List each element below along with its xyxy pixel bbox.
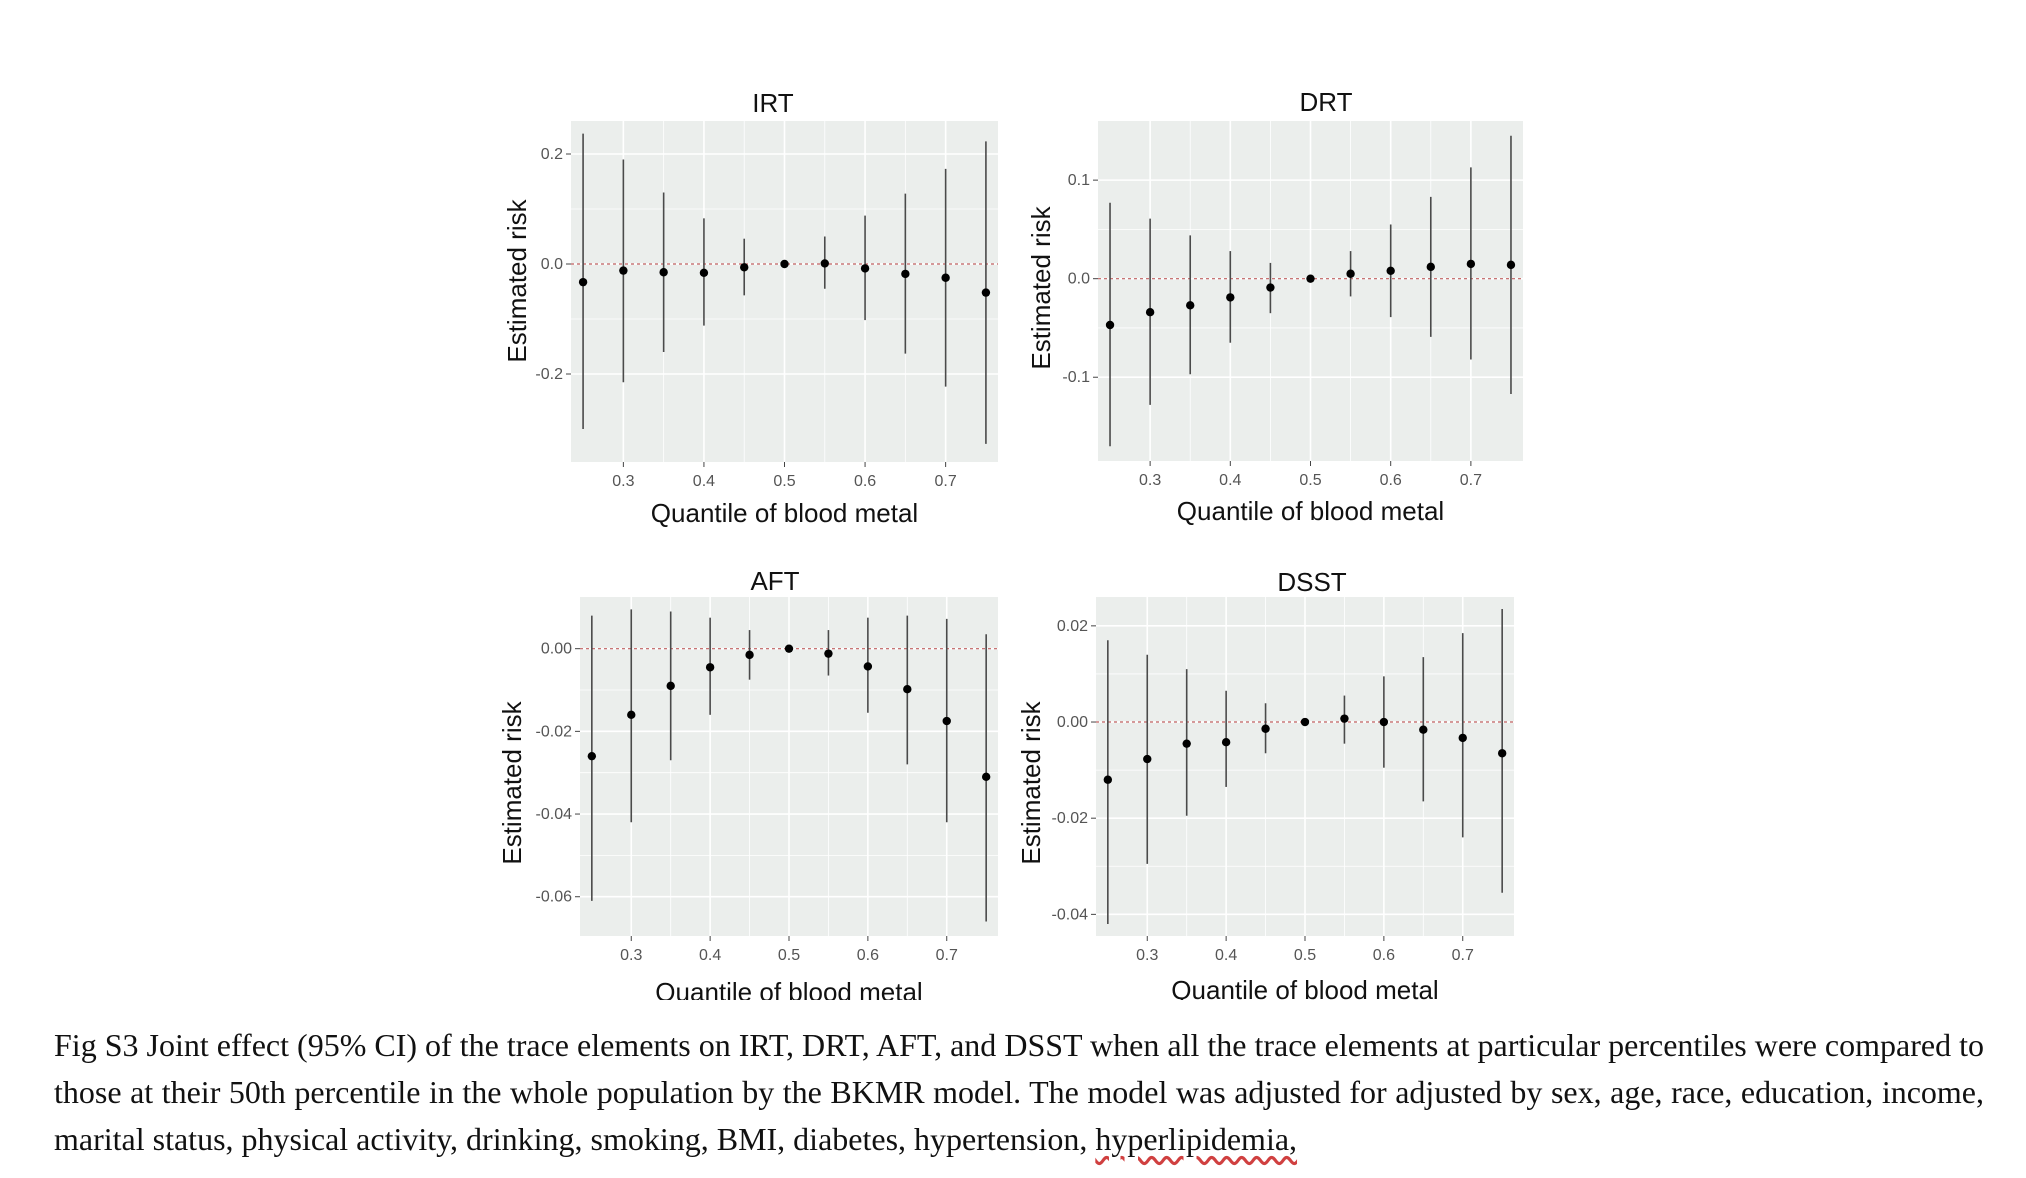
x-tick-label: 0.3 [1139,472,1161,489]
estimate-point [981,772,991,782]
x-tick-label: 0.7 [1452,947,1474,964]
y-axis-title: Estimated risk [497,700,527,864]
y-tick-label: -0.2 [535,366,563,383]
caption-text: Fig S3 Joint effect (95% CI) of the trac… [54,1027,1984,1157]
estimate-point [1105,320,1115,330]
estimate-point [1300,717,1310,727]
estimate-point [1226,293,1235,302]
x-tick-label: 0.6 [1373,947,1395,964]
estimate-point [1386,266,1395,275]
x-tick-label: 0.6 [1380,472,1402,489]
estimate-point [1419,725,1428,734]
x-tick-label: 0.4 [1215,947,1237,964]
y-tick-label: -0.02 [536,723,573,740]
estimate-point [1466,259,1476,269]
x-tick-label: 0.5 [773,473,795,490]
x-axis-title: Quantile of blood metal [1171,975,1438,1000]
estimate-point [666,681,675,691]
estimate-point [1221,738,1231,747]
y-tick-label: 0.00 [1057,714,1088,731]
x-tick-label: 0.3 [612,473,634,490]
x-axis-title: Quantile of blood metal [1177,496,1444,526]
estimate-point [863,662,873,671]
x-tick-label: 0.4 [693,473,715,490]
y-tick-label: 0.02 [1057,618,1088,635]
y-tick-label: 0.1 [1068,172,1090,189]
estimate-point [1145,307,1155,317]
x-axis-title: Quantile of blood metal [651,498,918,528]
y-tick-label: -0.02 [1052,810,1089,827]
estimate-point [619,266,628,275]
estimate-point [1497,749,1507,758]
estimate-point [745,650,754,660]
estimate-point [740,263,749,272]
figure-caption: Fig S3 Joint effect (95% CI) of the trac… [54,1022,1984,1163]
estimate-point [1340,714,1349,723]
estimate-point [784,644,794,653]
y-tick-label: 0.0 [541,256,563,273]
estimate-point [578,277,588,287]
panel-title: AFT [750,566,799,596]
estimate-point [860,264,870,273]
x-tick-label: 0.7 [1460,472,1482,489]
y-tick-label: -0.06 [536,889,573,906]
y-tick-label: -0.04 [536,806,573,823]
panel-title: IRT [752,88,794,118]
estimate-point [1143,754,1152,764]
estimate-point [903,684,912,694]
estimate-point [1182,739,1191,748]
x-tick-label: 0.5 [778,947,800,964]
y-tick-label: 0.00 [541,641,572,658]
estimate-point [1346,269,1355,278]
estimate-point [981,288,991,297]
estimate-point [824,649,833,658]
x-tick-label: 0.5 [1299,472,1321,489]
y-axis-title: Estimated risk [1026,205,1056,369]
x-tick-label: 0.6 [854,473,876,490]
panel-title: DRT [1300,87,1353,117]
estimate-point [1306,274,1315,283]
estimate-point [1458,733,1467,743]
y-axis-title: Estimated risk [502,198,532,362]
x-tick-label: 0.4 [1219,472,1241,489]
estimate-point [1266,283,1275,292]
estimate-point [1506,260,1516,270]
estimate-point [780,259,789,269]
estimate-point [941,273,950,282]
y-tick-label: 0.2 [541,146,563,163]
x-tick-label: 0.3 [620,947,642,964]
estimate-point [1186,301,1195,310]
estimate-point [1261,724,1270,733]
y-tick-label: -0.04 [1052,906,1089,923]
estimate-point [1379,717,1389,727]
y-axis-title: Estimated risk [1016,700,1046,864]
estimate-point [587,751,597,761]
estimate-point [901,269,910,279]
estimate-point [705,663,715,672]
chart-panel-aft: 0.3 0.4 0.5 0.6 0.7 -0.06 -0.04 -0.02 0.00 AFT Qua… [497,566,998,1000]
x-tick-label: 0.5 [1294,947,1316,964]
y-tick-label: -0.1 [1062,369,1090,386]
chart-panel-drt: 0.3 0.4 0.5 0.6 0.7 -0.1 0.0 0.1 DRT Quantile of … [1026,87,1523,526]
figure: 0.3 0.4 0.5 0.6 0.7 -0.2 0.0 0.2 IRT Quantile of … [497,87,1523,1000]
estimate-point [627,710,636,720]
x-axis-title: Quantile of blood metal [655,977,922,1000]
estimate-point [659,268,668,277]
estimate-point [1426,262,1435,272]
x-tick-label: 0.4 [699,947,721,964]
chart-panel-irt: 0.3 0.4 0.5 0.6 0.7 -0.2 0.0 0.2 IRT Quantile of … [502,88,998,528]
chart-panel-dsst: 0.3 0.4 0.5 0.6 0.7 -0.04 -0.02 0.00 0.02 DSST Qua… [1016,567,1514,1000]
estimate-point [1103,775,1113,784]
x-tick-label: 0.6 [857,947,879,964]
estimate-point [820,259,829,268]
estimate-point [699,268,709,277]
x-tick-label: 0.7 [935,473,957,490]
estimate-point [942,716,951,726]
panel-title: DSST [1277,567,1346,597]
x-tick-label: 0.3 [1136,947,1158,964]
x-tick-label: 0.7 [936,947,958,964]
y-tick-label: 0.0 [1068,271,1090,288]
caption-flagged-word: hyperlipidemia, [1095,1121,1298,1157]
